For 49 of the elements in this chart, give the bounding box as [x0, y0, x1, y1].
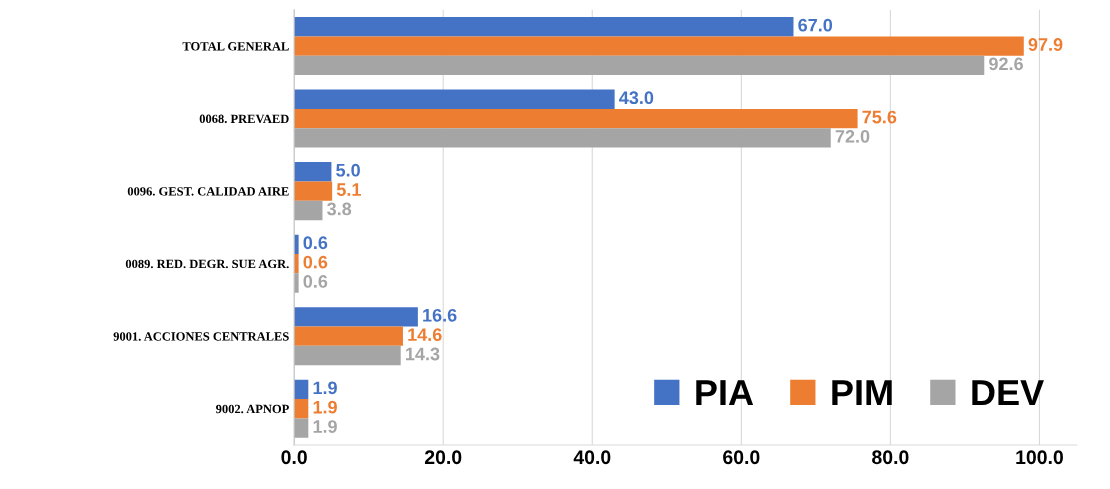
y-tick-label: 9001. ACCIONES CENTRALES [113, 332, 289, 341]
data-label: 3.8 [327, 202, 352, 216]
bar [294, 36, 1024, 56]
bar [294, 379, 309, 400]
y-tick-label: TOTAL GENERAL [182, 42, 289, 51]
bar [294, 55, 985, 76]
data-label: 92.6 [989, 57, 1023, 71]
y-tick-label: 9002. APNOP [216, 404, 289, 414]
data-label: 14.3 [406, 347, 440, 361]
bar [294, 17, 794, 37]
bar [294, 162, 332, 182]
y-tick-label: 0068. PREVAED [199, 114, 289, 124]
x-tick-label: 40.0 [573, 450, 611, 465]
bar [294, 128, 831, 148]
data-label: 72.0 [835, 129, 870, 143]
data-label: 67.0 [798, 18, 833, 32]
x-tick-label: 20.0 [424, 450, 462, 465]
bar [294, 89, 615, 109]
data-label: 5.1 [336, 183, 361, 196]
data-label: 16.6 [423, 308, 457, 322]
legend-label: PIM [832, 380, 892, 405]
data-label: 1.9 [313, 381, 337, 395]
bar [294, 200, 323, 221]
data-label: 97.9 [1028, 38, 1063, 51]
bar [294, 326, 403, 346]
legend-label: DEV [972, 380, 1044, 405]
bar [294, 181, 333, 201]
x-tick-label: 80.0 [872, 450, 909, 465]
y-tick-label: 0096. GEST. CALIDAD AIRE [127, 187, 289, 196]
data-label: 0.6 [303, 236, 328, 250]
bar [294, 399, 309, 419]
legend-label: PIA [696, 380, 754, 405]
data-label: 1.9 [313, 400, 337, 414]
y-tick-label: 0089. RED. DEGR. SUE AGR. [125, 259, 289, 269]
bar [294, 273, 299, 293]
bar [294, 108, 858, 129]
data-label: 0.6 [303, 255, 328, 269]
x-tick-label: 60.0 [723, 450, 760, 465]
bar [294, 418, 309, 438]
data-label: 75.6 [862, 110, 897, 124]
bar [294, 345, 401, 366]
data-label: 5.0 [336, 163, 360, 177]
data-label: 0.6 [303, 275, 328, 288]
x-tick-label: 100.0 [1016, 450, 1063, 465]
data-label: 43.0 [619, 91, 654, 105]
data-label: 1.9 [313, 420, 337, 433]
bar [294, 307, 418, 327]
data-label: 14.6 [408, 328, 442, 342]
x-tick-label: 0.0 [281, 450, 307, 465]
